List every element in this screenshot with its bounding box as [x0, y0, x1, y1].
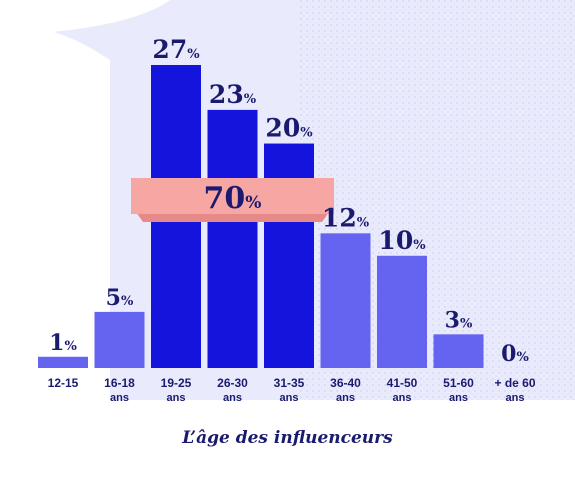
category-label: ans [167, 392, 186, 404]
category-label: 36-40 [330, 376, 361, 390]
chart-title: L’âge des influenceurs [182, 428, 393, 448]
category-labels-layer: 12-15 16-18 ans 19-25 ans 26-30 ans 31-35 ans 36-… [48, 376, 536, 404]
category-label: ans [336, 392, 355, 404]
value-label: 20% [265, 114, 313, 143]
bar-26-30-ans [207, 109, 258, 368]
category-label: 12-15 [48, 376, 79, 390]
category-label: 26-30 [217, 376, 248, 390]
band-shadow [136, 212, 329, 222]
bar-36-40-ans [320, 233, 371, 368]
highlight-total-label: 70% [204, 181, 262, 216]
category-label: ans [223, 392, 242, 404]
bar-16-18-ans [94, 311, 145, 368]
category-label: ans [280, 392, 299, 404]
category-label: 41-50 [387, 376, 418, 390]
bar-31-35-ans [264, 143, 314, 368]
category-label: 51-60 [443, 376, 474, 390]
value-label: 23% [209, 80, 257, 109]
value-label: 12% [322, 203, 370, 232]
category-label: 31-35 [274, 376, 305, 390]
value-label: 27% [152, 35, 200, 64]
value-label: 3% [445, 307, 473, 333]
value-label: 10% [378, 226, 426, 255]
value-label: 1% [49, 330, 77, 356]
category-label: 16-18 [104, 376, 135, 390]
category-label: + de 60 [494, 376, 535, 390]
category-label: ans [393, 392, 412, 404]
category-label: ans [110, 392, 129, 404]
value-labels-layer: 1% 5% 27% 23% 20% 12% 10% 3% 0% [49, 35, 529, 367]
highlight-band [131, 178, 334, 214]
white-wave [0, 0, 170, 45]
value-label: 5% [106, 285, 134, 311]
highlight-band-layer: 70% [131, 178, 334, 222]
bar-41-50-ans [377, 255, 427, 368]
category-label: ans [506, 392, 525, 404]
category-label: ans [449, 392, 468, 404]
bar-12-15 [38, 356, 88, 368]
value-label: 0% [501, 341, 529, 367]
bars-layer [38, 65, 484, 368]
bar-51-60-ans [433, 334, 484, 368]
category-label: 19-25 [161, 376, 192, 390]
